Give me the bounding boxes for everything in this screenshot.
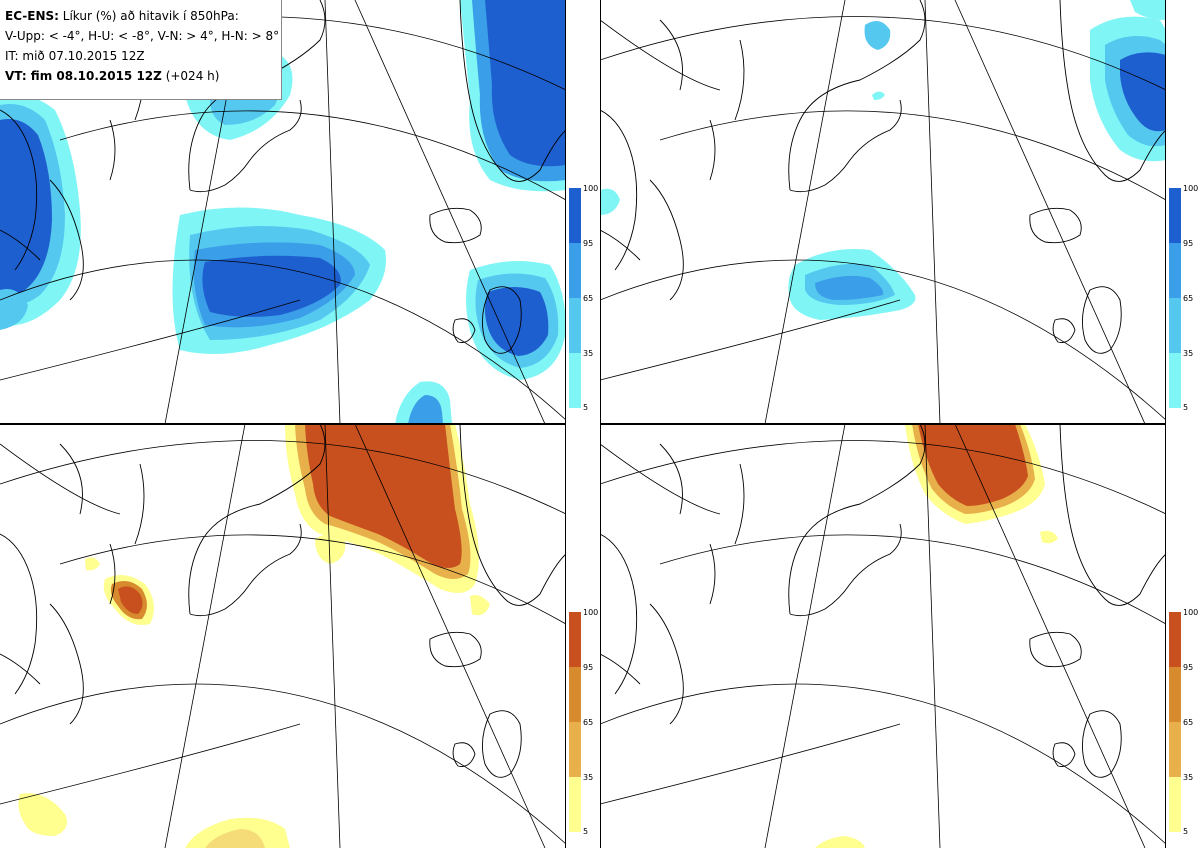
map-panel-bottom-right	[600, 424, 1166, 848]
legend-tick: 5	[583, 403, 589, 412]
legend-tick: 65	[1183, 718, 1194, 727]
info-criteria: V-Upp: < -4°, H-U: < -8°, V-N: > 4°, H-N…	[5, 29, 280, 43]
info-box: EC-ENS: Líkur (%) að hitavik í 850hPa: V…	[0, 0, 282, 100]
legend-tick: 65	[1183, 294, 1194, 303]
legend-tick: 100	[583, 184, 599, 193]
legend-tick: 95	[583, 239, 594, 248]
graticule	[600, 0, 1166, 424]
legend-tick: 95	[1183, 239, 1194, 248]
legend-tick: 95	[583, 663, 594, 672]
legend-tick: 35	[1183, 773, 1194, 782]
map-bottom-left	[0, 424, 566, 848]
graticule	[600, 424, 1166, 848]
legend-tick: 5	[1183, 403, 1189, 412]
probability-field	[18, 424, 490, 848]
legend-tick: 35	[1183, 349, 1194, 358]
legend-tick: 100	[1183, 184, 1199, 193]
legend-tick: 100	[583, 608, 599, 617]
coastlines	[600, 424, 1166, 778]
map-bottom-right	[600, 424, 1166, 848]
map-top-right	[600, 0, 1166, 424]
info-title: EC-ENS: Líkur (%) að hitavik í 850hPa:	[5, 9, 239, 23]
legend-tick: 5	[1183, 827, 1189, 836]
coastlines	[0, 424, 566, 778]
legend-tick: 100	[1183, 608, 1199, 617]
legend-orange-left: 100 95 65 35 5	[569, 608, 599, 836]
legend-tick: 95	[1183, 663, 1194, 672]
legend-orange-right: 100 95 65 35 5	[1169, 608, 1199, 836]
map-panel-top-right	[600, 0, 1166, 424]
legend-tick: 65	[583, 718, 594, 727]
info-valid-time: VT: fim 08.10.2015 12Z (+024 h)	[5, 69, 220, 83]
legend-tick: 65	[583, 294, 594, 303]
info-init-time: IT: mið 07.10.2015 12Z	[5, 49, 145, 63]
probability-field	[815, 424, 1058, 848]
coastlines	[600, 0, 1166, 354]
legend-tick: 35	[583, 349, 594, 358]
probability-field	[600, 0, 1166, 320]
map-panel-top-left: EC-ENS: Líkur (%) að hitavik í 850hPa: V…	[0, 0, 566, 424]
legend-tick: 35	[583, 773, 594, 782]
legend-tick: 5	[583, 827, 589, 836]
graticule	[0, 424, 566, 848]
legend-blue-right: 100 95 65 35 5	[1169, 184, 1199, 412]
graticule	[0, 0, 566, 424]
legend-blue-left: 100 95 65 35 5	[569, 184, 599, 412]
map-panel-bottom-left	[0, 424, 566, 848]
